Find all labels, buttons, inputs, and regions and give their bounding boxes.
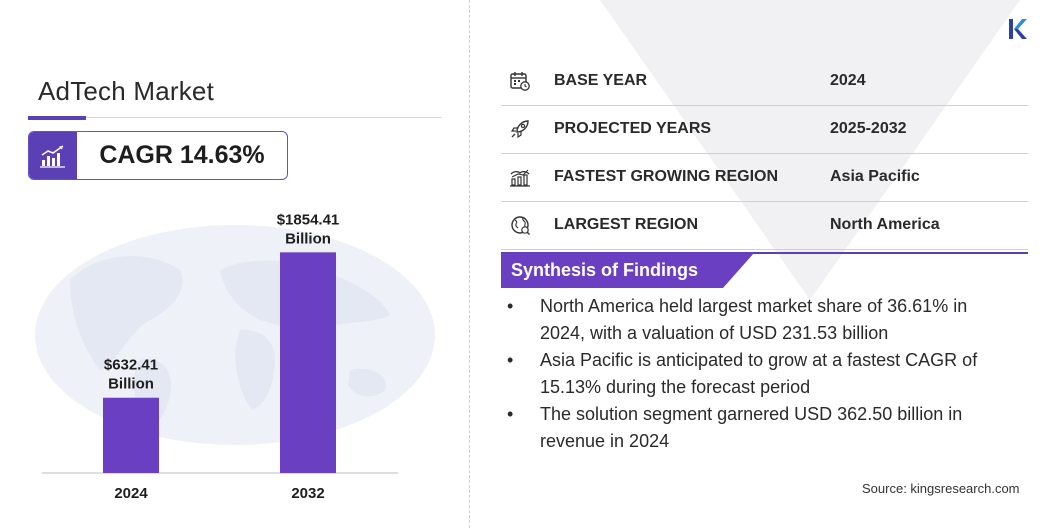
- bullet-point: •: [507, 350, 514, 370]
- source-citation: Source: kingsresearch.com: [862, 481, 1020, 496]
- info-row-fastest-region: FASTEST GROWING REGION Asia Pacific: [501, 154, 1028, 202]
- cagr-icon-container: [29, 132, 77, 179]
- info-row-base-year: BASE YEAR 2024: [501, 58, 1028, 106]
- calendar-icon: [510, 72, 530, 91]
- cagr-badge: CAGR 14.63%: [28, 131, 288, 180]
- market-bar-chart: $632.41 Billion 2024 $1854.41 Billion 2032: [42, 211, 398, 502]
- base-year-label: BASE YEAR: [554, 72, 648, 89]
- bar-value-label: $632.41: [104, 357, 158, 374]
- x-tick-label: 2032: [291, 485, 324, 502]
- growth-chart-icon: [40, 144, 65, 168]
- base-year-value: 2024: [830, 72, 866, 89]
- bullet-point: •: [507, 296, 514, 316]
- finding-text: Asia Pacific is anticipated to grow at a…: [540, 350, 978, 397]
- largest-region-value: North America: [830, 216, 940, 233]
- finding-item: • Asia Pacific is anticipated to grow at…: [507, 347, 1017, 401]
- finding-text: The solution segment garnered USD 362.50…: [540, 404, 963, 451]
- page-title: AdTech Market: [38, 76, 215, 106]
- finding-text: North America held largest market share …: [540, 296, 968, 343]
- synthesis-header-band: [501, 252, 1028, 288]
- largest-region-label: LARGEST REGION: [554, 216, 699, 233]
- synthesis-header: Synthesis of Findings: [501, 252, 1028, 288]
- bar-value-unit-label: Billion: [285, 230, 331, 247]
- finding-item: • North America held largest market shar…: [507, 293, 1017, 347]
- projected-years-value: 2025-2032: [830, 120, 907, 137]
- info-row-projected-years: PROJECTED YEARS 2025-2032: [501, 106, 1028, 154]
- info-row-largest-region: LARGEST REGION North America: [501, 202, 1028, 250]
- findings-list: • North America held largest market shar…: [507, 293, 1017, 455]
- region-growth-icon: [510, 169, 530, 187]
- rocket-icon: [510, 120, 529, 139]
- finding-item: • The solution segment garnered USD 362.…: [507, 401, 1017, 455]
- fastest-region-label: FASTEST GROWING REGION: [554, 168, 779, 185]
- bar-2024: [103, 397, 159, 473]
- cagr-value: CAGR 14.63%: [99, 141, 265, 169]
- projected-years-label: PROJECTED YEARS: [554, 120, 712, 137]
- synthesis-title: Synthesis of Findings: [511, 260, 699, 280]
- title-accent-bar: [28, 116, 86, 120]
- bullet-point: •: [507, 404, 514, 424]
- bar-value-unit-label: Billion: [108, 376, 154, 393]
- globe-icon: [511, 216, 530, 235]
- bar-value-label: $1854.41: [277, 211, 340, 228]
- section-divider: [469, 0, 470, 528]
- x-tick-label: 2024: [114, 485, 148, 502]
- title-underline: [28, 117, 442, 118]
- background-triangle: [600, 0, 1020, 300]
- market-info-table: BASE YEAR 2024 PROJECTED YEARS 2025-2032…: [501, 58, 1028, 250]
- fastest-region-value: Asia Pacific: [830, 168, 920, 185]
- bar-2032: [280, 252, 336, 473]
- kings-research-logo: [1009, 19, 1027, 39]
